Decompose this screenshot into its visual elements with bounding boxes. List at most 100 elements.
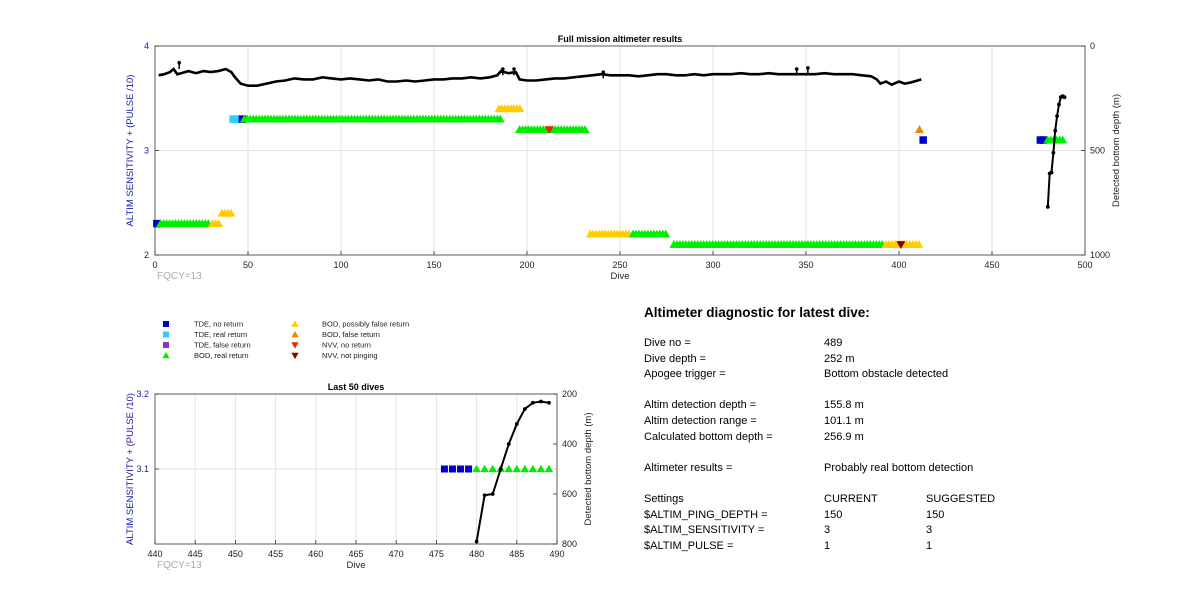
- bottom-depth-point: [1057, 102, 1061, 107]
- diag-key: Apogee trigger =: [644, 368, 726, 381]
- diag-key: Altim detection range =: [644, 414, 757, 427]
- data-marker: [520, 464, 530, 473]
- diag-key: Dive no =: [644, 337, 691, 349]
- diag-value: Probably real bottom detection: [824, 461, 974, 474]
- y2-axis-label: Detected bottom depth (m): [583, 413, 594, 526]
- setting-suggested: 1: [926, 539, 933, 552]
- bottom-depth-point: [539, 399, 543, 404]
- x-axis-label: Dive: [610, 271, 629, 282]
- x-tick-label: 500: [1077, 260, 1092, 270]
- diag-value: 252 m: [824, 352, 855, 365]
- x-tick-label: 200: [519, 260, 534, 270]
- x-tick-label: 480: [469, 549, 484, 559]
- bottom-depth-point: [498, 467, 503, 471]
- x-tick-label: 460: [308, 549, 323, 559]
- setting-suggested: 150: [926, 508, 945, 521]
- setting-row-sensitivity: $ALTIM_SENSITIVITY = 3 3: [644, 523, 1164, 539]
- data-marker: [544, 126, 554, 135]
- x-tick-label: 50: [243, 260, 253, 270]
- data-marker: [580, 125, 590, 133]
- data-marker: [528, 464, 538, 473]
- settings-suggested-header: SUGGESTED: [926, 492, 996, 505]
- setting-key: $ALTIM_SENSITIVITY =: [644, 524, 765, 537]
- setting-row-pulse: $ALTIM_PULSE = 1 1: [644, 539, 1164, 555]
- y-axis-label: ALTIM SENSITIVITY + (PULSE /10): [125, 75, 136, 227]
- y2-tick-label: 0: [1090, 41, 1095, 51]
- data-marker: [472, 464, 481, 473]
- legend-label: BOD, possibly false return: [322, 320, 409, 329]
- y2-tick-label: 800: [562, 539, 577, 549]
- y2-tick-label: 500: [1090, 146, 1105, 156]
- diag-key: Dive depth =: [644, 352, 707, 365]
- y-tick-label: 3: [144, 146, 149, 156]
- setting-row-ping-depth: $ALTIM_PING_DEPTH = 150 150: [644, 508, 1164, 524]
- y-tick-label: 3.1: [136, 464, 149, 474]
- x-tick-label: 445: [188, 549, 203, 559]
- y2-tick-label: 600: [562, 489, 577, 499]
- x-tick-label: 465: [348, 549, 363, 559]
- setting-current: 1: [824, 539, 831, 552]
- legend-label: BOD, false return: [322, 330, 380, 339]
- x-tick-label: 485: [509, 549, 524, 559]
- y2-tick-label: 200: [562, 389, 577, 399]
- data-marker: [515, 104, 525, 113]
- data-marker: [495, 114, 505, 123]
- data-marker: [440, 465, 448, 473]
- x-tick-label: 490: [549, 549, 564, 559]
- trace-spike-point: [806, 66, 810, 70]
- data-marker: [914, 240, 924, 248]
- diag-row-results: Altimeter results = Probably real bottom …: [644, 461, 1164, 477]
- diag-value: 256.9 m: [824, 430, 864, 443]
- bottom-depth-line: [475, 400, 550, 542]
- trace-spike-point: [794, 67, 799, 71]
- data-marker: [457, 465, 465, 473]
- data-marker: [661, 229, 671, 238]
- data-marker: [480, 464, 489, 473]
- data-marker: [914, 125, 924, 133]
- bottom-depth-point: [482, 493, 487, 498]
- diag-row-bottom-depth: Calculated bottom depth = 256.9 m: [644, 430, 1164, 446]
- legend-marker: [163, 331, 169, 338]
- setting-key: $ALTIM_PULSE =: [644, 539, 734, 552]
- bottom-depth-point: [490, 492, 495, 496]
- diag-key: Calculated bottom depth =: [644, 430, 773, 443]
- setting-key: $ALTIM_PING_DEPTH =: [644, 508, 768, 521]
- y2-tick-label: 400: [562, 439, 577, 449]
- trace-spike-point: [512, 67, 516, 71]
- legend-label: TDE, false return: [194, 341, 251, 350]
- y-tick-label: 3.2: [136, 389, 149, 399]
- legend-label: BOD, real return: [194, 351, 249, 360]
- data-marker: [544, 464, 554, 473]
- data-marker: [153, 219, 161, 228]
- data-marker: [504, 464, 513, 473]
- legend-marker: [291, 330, 299, 338]
- x-tick-label: 250: [612, 260, 627, 270]
- x-tick-label: 400: [891, 260, 906, 270]
- bottom-depth-point: [522, 407, 527, 411]
- x-tick-label: 300: [705, 260, 720, 270]
- diag-row-detection-depth: Altim detection depth = 155.8 m: [644, 398, 1164, 414]
- legend-marker: [163, 342, 169, 348]
- data-marker: [448, 465, 456, 473]
- y-axis-label: ALTIM SENSITIVITY + (PULSE /10): [125, 393, 136, 545]
- legend-marker: [163, 321, 169, 327]
- fqcy-note: FQCY=13: [157, 271, 202, 282]
- setting-current: 150: [824, 508, 843, 521]
- setting-current: 3: [824, 524, 831, 537]
- legend-label: TDE, real return: [194, 330, 247, 339]
- legend-marker: [291, 342, 299, 349]
- legend-label: NVV, no return: [322, 341, 371, 350]
- legend-label: NVV, not pinging: [322, 351, 378, 360]
- fqcy-note: FQCY=13: [157, 560, 202, 571]
- diag-row-dive-depth: Dive depth = 252 m: [644, 352, 1164, 368]
- data-marker: [465, 465, 473, 473]
- x-tick-label: 470: [389, 549, 404, 559]
- trace-spike-point: [601, 70, 606, 74]
- data-marker: [1039, 136, 1048, 144]
- chart-title: Full mission altimeter results: [558, 34, 683, 44]
- x-tick-label: 440: [147, 549, 162, 559]
- diag-key: Altimeter results =: [644, 461, 733, 474]
- data-marker: [226, 208, 236, 217]
- settings-current-header: CURRENT: [824, 492, 878, 505]
